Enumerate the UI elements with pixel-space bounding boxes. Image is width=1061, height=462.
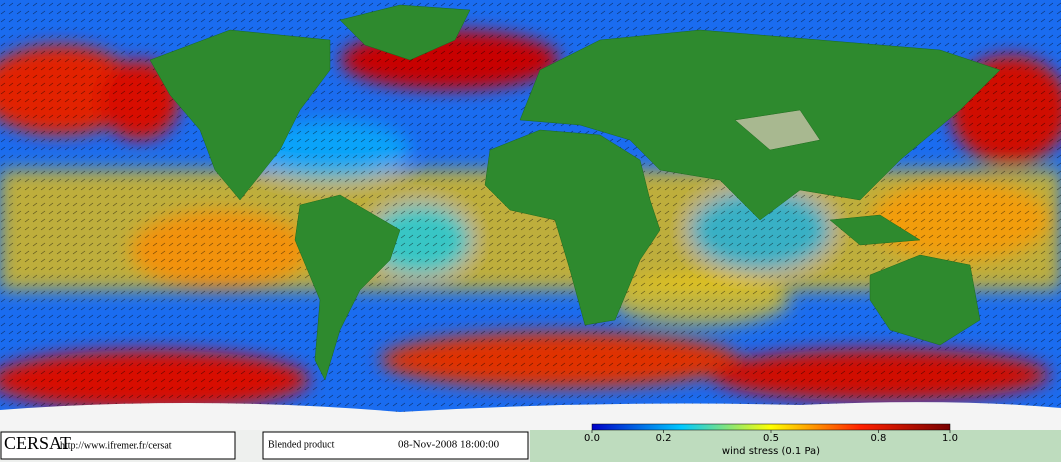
land	[149, 4, 1001, 381]
logo-box	[0, 431, 236, 460]
colorbar-tick-label: 0.5	[763, 433, 779, 444]
colorbar-tick-label: 1.0	[942, 433, 958, 444]
colorbar-tick-label: 0.2	[656, 433, 672, 444]
url: http://www.ifremer.fr/cersat	[60, 440, 172, 451]
date: 08-Nov-2008 18:00:00	[398, 439, 500, 451]
colorbar	[591, 423, 951, 431]
product: Blended product	[268, 439, 335, 450]
logo: CERSAT	[4, 433, 71, 453]
product-box	[262, 431, 529, 460]
colorbar-label: wind stress (0.1 Pa)	[722, 446, 820, 457]
footer-land	[530, 430, 1061, 462]
colorbar-tick-label: 0.8	[870, 433, 886, 444]
colorbar-tick-label: 0.0	[584, 433, 600, 444]
antarctica	[0, 402, 1061, 430]
